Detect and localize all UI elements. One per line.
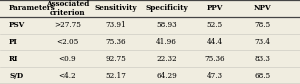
Text: 47.3: 47.3 [206, 72, 223, 80]
Text: 64.29: 64.29 [156, 72, 177, 80]
Text: PSV: PSV [9, 21, 25, 29]
Text: 52.5: 52.5 [206, 21, 223, 29]
Text: 78.5: 78.5 [254, 21, 271, 29]
Text: Specificity: Specificity [145, 4, 188, 12]
Text: 22.32: 22.32 [156, 55, 177, 63]
Text: >27.75: >27.75 [54, 21, 81, 29]
Text: PI: PI [9, 38, 18, 46]
Text: 83.3: 83.3 [255, 55, 270, 63]
Text: S/D: S/D [9, 72, 23, 80]
Text: NPV: NPV [254, 4, 271, 12]
Text: 75.36: 75.36 [204, 55, 225, 63]
Text: <0.9: <0.9 [59, 55, 76, 63]
Text: 41.96: 41.96 [156, 38, 177, 46]
Text: Associated
criterion: Associated criterion [46, 0, 89, 17]
Text: 58.93: 58.93 [156, 21, 177, 29]
Text: <4.2: <4.2 [59, 72, 76, 80]
Text: <2.05: <2.05 [56, 38, 79, 46]
Text: 75.36: 75.36 [105, 38, 126, 46]
Text: Sensitivity: Sensitivity [94, 4, 137, 12]
Text: PPV: PPV [206, 4, 223, 12]
Text: 68.5: 68.5 [254, 72, 271, 80]
Text: 73.4: 73.4 [254, 38, 271, 46]
Text: 92.75: 92.75 [105, 55, 126, 63]
Text: RI: RI [9, 55, 18, 63]
Text: 73.91: 73.91 [105, 21, 126, 29]
Text: Parameters: Parameters [9, 4, 56, 12]
Text: 44.4: 44.4 [206, 38, 223, 46]
Text: 52.17: 52.17 [105, 72, 126, 80]
